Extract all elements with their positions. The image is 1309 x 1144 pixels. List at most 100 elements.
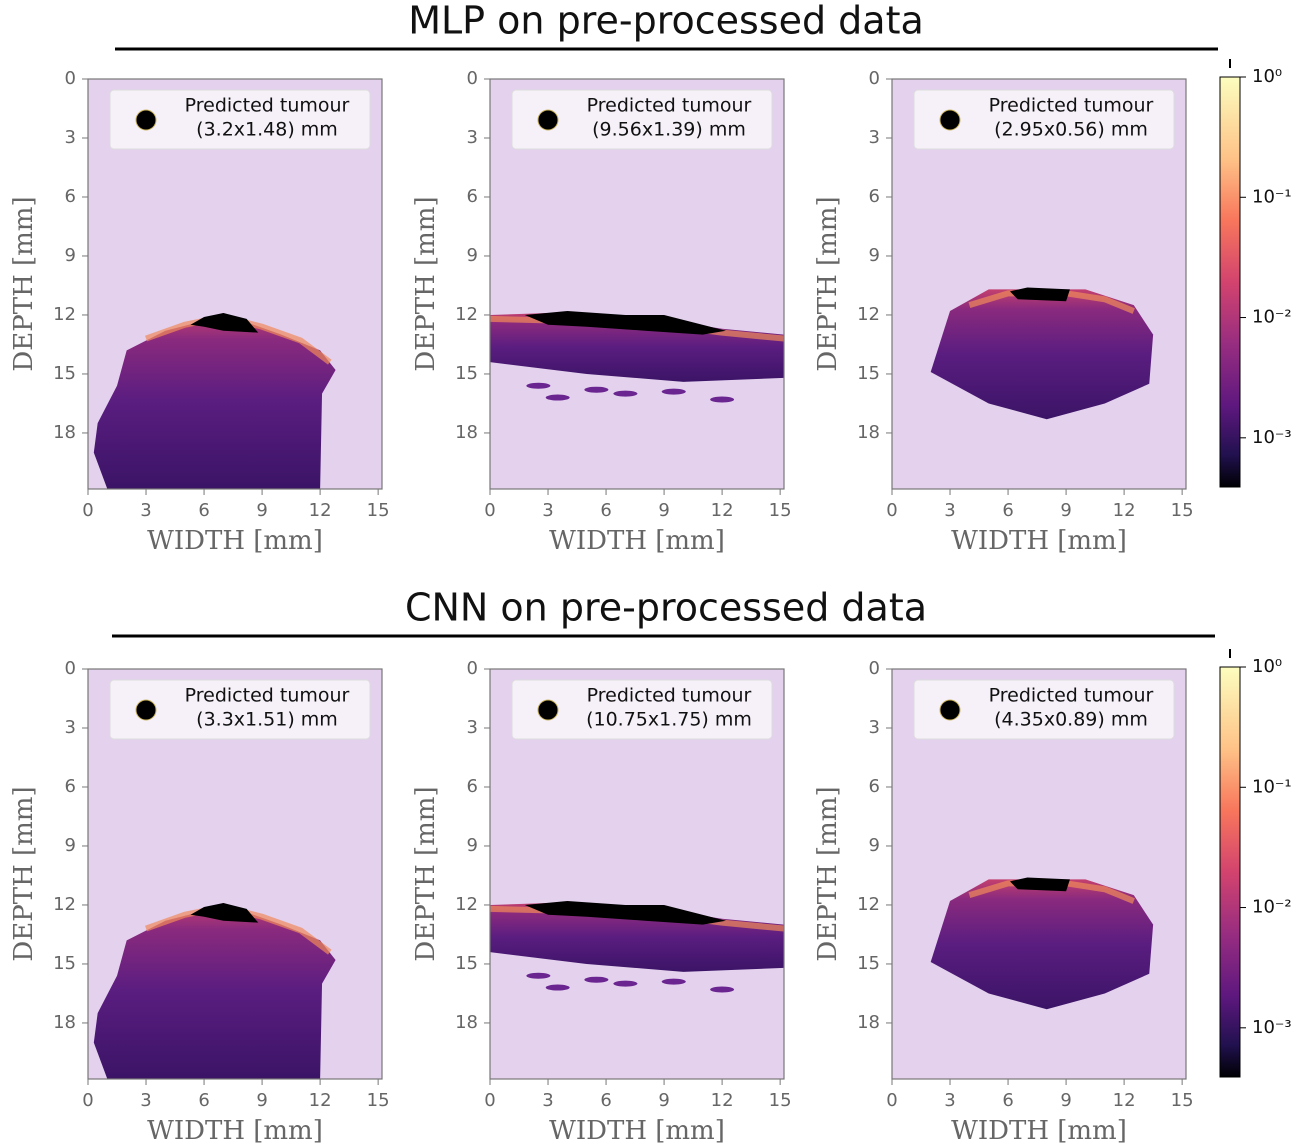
x-axis-label: WIDTH [mm] [549,1116,725,1144]
colorbar-tick-label: 10⁻¹ [1252,186,1292,207]
legend-marker [537,699,559,721]
x-tick-label: 6 [1002,500,1013,521]
panel: 0 3 6 9 12 15 0 3 6 9 12 15 18 WIDTH [mm] DEPTH [mm] Pr… [411,68,792,556]
x-tick-label: 15 [769,500,792,521]
x-tick-label: 0 [484,500,495,521]
x-axis-label: WIDTH [mm] [147,526,323,556]
plot-frame [489,78,785,490]
row-title: CNN on pre-processed data [405,586,927,630]
tissue-speck [613,390,638,397]
x-tick-label: 12 [711,1090,734,1111]
colorbar-tick-label: 10⁻¹ [1252,776,1292,797]
tissue-speck [661,978,686,985]
x-tick-label: 0 [886,500,897,521]
y-tick-label: 18 [455,422,478,443]
y-tick-label: 0 [65,658,76,679]
y-tick-label: 0 [65,68,76,89]
y-tick-label: 9 [65,835,76,856]
x-tick-label: 15 [769,1090,792,1111]
tissue [490,311,784,403]
y-axis-label: DEPTH [mm] [9,196,39,371]
x-tick-label: 3 [542,500,553,521]
y-axis-label: DEPTH [mm] [411,786,441,961]
colorbar-tick-label: 10⁰ [1252,66,1282,87]
plot-frame [891,78,1187,490]
y-tick-label: 12 [455,894,478,915]
plot-frame [489,668,785,1080]
panel: 0 3 6 9 12 15 0 3 6 9 12 15 18 WIDTH [mm] DEPTH [mm] Pr… [813,68,1194,556]
tissue-region [93,313,336,489]
x-tick-label: 3 [542,1090,553,1111]
y-axis-label: DEPTH [mm] [813,196,843,371]
legend-label: Predicted tumour [185,95,350,117]
legend-label: (2.95x0.56) mm [994,119,1148,141]
tissue [930,287,1154,420]
tissue-speck [710,986,735,993]
y-tick-label: 9 [869,835,880,856]
y-tick-label: 0 [869,658,880,679]
tissue-speck [545,984,570,991]
y-tick-label: 6 [467,776,478,797]
legend-label: (3.3x1.51) mm [196,709,338,731]
y-tick-label: 12 [53,894,76,915]
legend-label: Predicted tumour [989,685,1154,707]
tumour-region [1009,877,1070,892]
legend-label: Predicted tumour [587,95,752,117]
tissue [490,901,784,993]
y-tick-label: 15 [857,953,880,974]
tissue-region [930,289,1154,420]
tissue-speck [526,382,551,389]
tumour-region [1009,287,1070,302]
y-tick-label: 15 [455,953,478,974]
x-axis-label: WIDTH [mm] [549,526,725,556]
tumour-region [190,903,259,923]
y-tick-label: 12 [53,304,76,325]
legend-marker [939,109,961,131]
x-tick-label: 0 [82,1090,93,1111]
y-tick-label: 9 [467,245,478,266]
x-tick-label: 9 [256,1090,267,1111]
y-tick-label: 0 [467,658,478,679]
x-tick-label: 9 [658,500,669,521]
legend-label: (4.35x0.89) mm [994,709,1148,731]
y-axis-label: DEPTH [mm] [9,786,39,961]
colorbar-tick-label: 10⁻³ [1252,427,1292,448]
legend-marker [135,109,157,131]
legend-box [913,89,1175,150]
y-tick-label: 18 [53,1012,76,1033]
y-tick-label: 18 [857,1012,880,1033]
x-tick-label: 6 [600,500,611,521]
tissue-speck [613,980,638,987]
x-tick-label: 3 [944,1090,955,1111]
legend-label: Predicted tumour [185,685,350,707]
x-tick-label: 3 [944,500,955,521]
y-tick-label: 3 [869,127,880,148]
x-tick-label: 15 [367,1090,390,1111]
y-tick-label: 12 [857,894,880,915]
x-tick-label: 3 [140,1090,151,1111]
legend-box [511,679,773,740]
y-tick-label: 9 [869,245,880,266]
y-tick-label: 3 [869,717,880,738]
plot-frame [891,668,1187,1080]
y-tick-label: 15 [53,953,76,974]
tissue-region [930,879,1154,1010]
tissue-speck [526,972,551,979]
y-tick-label: 0 [869,68,880,89]
y-tick-label: 0 [467,68,478,89]
tissue-speck [584,976,609,983]
y-tick-label: 3 [467,127,478,148]
tissue-speck [710,396,735,403]
y-tick-label: 9 [467,835,478,856]
colorbar-tick-label: 10⁻² [1252,307,1292,328]
tumour-region [524,311,726,335]
y-axis-label: DEPTH [mm] [813,786,843,961]
y-tick-label: 12 [857,304,880,325]
x-tick-label: 6 [1002,1090,1013,1111]
panel: 0 3 6 9 12 15 0 3 6 9 12 15 18 WIDTH [mm] DEPTH [mm] Pr… [411,658,792,1144]
y-tick-label: 18 [455,1012,478,1033]
x-tick-label: 6 [198,1090,209,1111]
x-tick-label: 15 [1171,500,1194,521]
x-tick-label: 12 [1113,1090,1136,1111]
